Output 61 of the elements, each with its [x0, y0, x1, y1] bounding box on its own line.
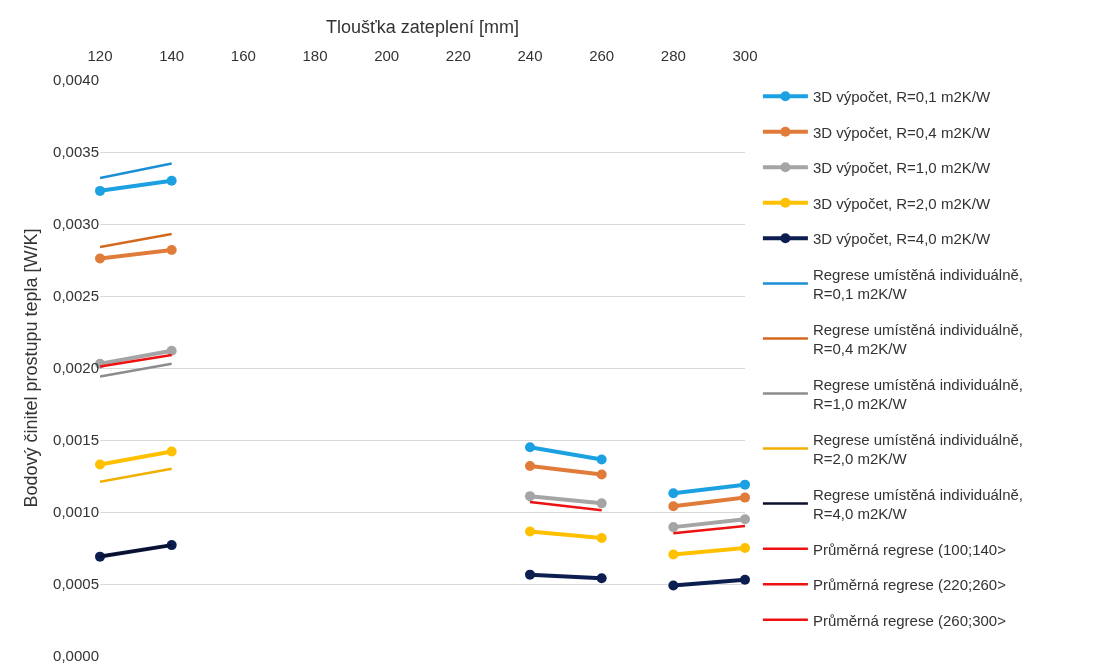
legend-label: 3D výpočet, R=2,0 m2K/W — [812, 194, 991, 212]
legend-label: 3D výpočet, R=4,0 m2K/W — [812, 230, 991, 248]
legend-label: Průměrná regrese (220;260> — [812, 576, 1007, 594]
x-tick-label: 140 — [159, 47, 185, 64]
point — [596, 454, 607, 465]
x-tick-label: 160 — [230, 47, 256, 64]
legend-label: 3D výpočet, R=0,1 m2K/W — [812, 88, 991, 106]
x-axis-title: Tloušťka zateplení [mm] — [326, 17, 519, 38]
point — [668, 488, 679, 499]
y-tick-label: 0,0035 — [53, 143, 99, 161]
point — [166, 345, 177, 356]
legend-label: Průměrná regrese (100;140> — [812, 540, 1007, 558]
point — [95, 185, 105, 196]
y-tick-label: 0,0025 — [53, 287, 99, 305]
point — [525, 460, 535, 471]
point — [95, 253, 105, 264]
point — [95, 459, 105, 470]
point — [740, 492, 750, 503]
x-tick-label: 300 — [732, 47, 758, 64]
y-tick-label: 0,0010 — [53, 503, 99, 521]
x-tick-label: 260 — [589, 47, 615, 64]
point — [740, 514, 750, 525]
point — [166, 244, 177, 255]
legend-label: 3D výpočet, R=1,0 m2K/W — [812, 159, 991, 177]
x-tick-label: 280 — [660, 47, 686, 64]
point — [596, 573, 607, 584]
point — [596, 532, 607, 543]
legend-label: Regrese umístěná individuálně, R=4,0 m2K/W — [812, 485, 1024, 523]
point — [740, 543, 750, 553]
y-tick-label: 0,0040 — [53, 71, 99, 89]
point — [525, 442, 535, 453]
y-axis-title: Bodový činitel prostupu tepla [W/K] — [21, 228, 42, 508]
y-tick-label: 0,0030 — [53, 215, 99, 233]
legend-label: Regrese umístěná individuálně, R=0,4 m2K/W — [812, 320, 1024, 358]
point — [166, 446, 177, 457]
point — [668, 580, 679, 591]
point — [740, 479, 750, 490]
point — [668, 522, 679, 533]
x-tick-label: 220 — [445, 47, 471, 64]
point — [525, 526, 535, 537]
legend-label: Regrese umístěná individuálně, R=0,1 m2K/W — [812, 265, 1024, 303]
point — [596, 498, 607, 509]
x-tick-label: 240 — [517, 47, 543, 64]
point — [668, 501, 679, 512]
point — [525, 569, 535, 580]
y-tick-label: 0,0020 — [53, 359, 99, 377]
legend-label: Regrese umístěná individuálně, R=1,0 m2K/W — [812, 375, 1024, 413]
point — [668, 549, 679, 560]
point — [166, 175, 177, 186]
x-tick-label: 120 — [87, 47, 113, 64]
y-tick-label: 0,0005 — [53, 575, 99, 593]
point — [740, 574, 750, 585]
legend-label: Regrese umístěná individuálně, R=2,0 m2K/W — [812, 430, 1024, 468]
x-tick-label: 180 — [302, 47, 328, 64]
y-tick-label: 0,0015 — [53, 431, 99, 449]
legend-label: 3D výpočet, R=0,4 m2K/W — [812, 123, 991, 141]
y-tick-label: 0,0000 — [53, 647, 99, 665]
legend-label: Průměrná regrese (260;300> — [812, 611, 1007, 629]
x-tick-label: 200 — [374, 47, 400, 64]
point — [525, 491, 535, 502]
point — [596, 469, 607, 480]
